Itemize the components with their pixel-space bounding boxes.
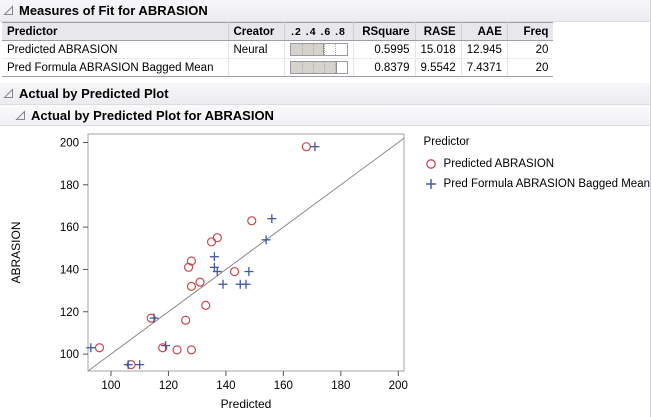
bar-gridline	[324, 44, 326, 55]
rsquare-value: 0.5995	[353, 40, 416, 59]
rsquare-bar	[289, 61, 348, 74]
svg-text:100: 100	[101, 380, 120, 392]
actual-by-predicted-title: Actual by Predicted Plot	[19, 86, 169, 101]
column-header-rsquare: RSquare	[353, 22, 416, 41]
rsquare-bar-cell	[284, 40, 354, 59]
legend-title: Predictor	[423, 136, 470, 148]
bar-gridline	[335, 44, 337, 55]
actual-by-predicted-subtitle: Actual by Predicted Plot for ABRASION	[31, 107, 274, 123]
bar-gridline	[312, 44, 314, 55]
column-header-rase: RASE	[415, 22, 462, 41]
plot-section: 100 120 140 160 180 200 100 120 140 160 180 200 Pred…	[0, 126, 650, 411]
predictor-cell: Pred Formula ABRASION Bagged Mean	[2, 58, 229, 77]
measures-of-fit-title: Measures of Fit for ABRASION	[19, 3, 208, 18]
rase-value: 9.5542	[415, 58, 462, 77]
disclosure-triangle-icon[interactable]	[15, 109, 26, 121]
measures-of-fit-table: Predictor Creator .2 .4 .6 .8 RSquare RA…	[2, 22, 554, 77]
section-header-actual-by-predicted-for-abrasion[interactable]: Actual by Predicted Plot for ABRASION	[0, 105, 650, 126]
legend-item-predicted-abrasion[interactable]: Predicted ABRASION	[424, 157, 650, 171]
plot-legend: Predictor Predicted ABRASION Pred Formul…	[424, 126, 650, 197]
svg-text:Predicted: Predicted	[221, 397, 272, 411]
svg-text:180: 180	[331, 380, 350, 392]
table-header-row: Predictor Creator .2 .4 .6 .8 RSquare RA…	[2, 22, 554, 41]
legend-item-bagged-mean[interactable]: Pred Formula ABRASION Bagged Mean	[424, 177, 650, 191]
svg-text:200: 200	[389, 380, 408, 392]
actual-by-predicted-scatter-plot[interactable]: 100 120 140 160 180 200 100 120 140 160 180 200 Pred…	[0, 126, 414, 411]
table-row: Predicted ABRASION Neural 0.5995 15.018 …	[2, 40, 554, 59]
svg-text:100: 100	[60, 349, 79, 361]
svg-text:140: 140	[60, 264, 79, 276]
legend-label: Predicted ABRASION	[443, 158, 555, 170]
column-header-aae: AAE	[461, 22, 508, 41]
column-header-creator: Creator	[228, 22, 285, 41]
section-header-actual-by-predicted[interactable]: Actual by Predicted Plot	[0, 83, 650, 105]
bar-gridline	[301, 44, 303, 55]
creator-cell: Neural	[228, 40, 285, 59]
rsquare-bar-fill	[290, 62, 338, 73]
freq-value: 20	[507, 58, 554, 77]
creator-cell	[228, 58, 285, 77]
predictor-cell: Predicted ABRASION	[2, 40, 229, 59]
freq-value: 20	[507, 40, 554, 59]
svg-text:200: 200	[60, 137, 79, 149]
rsquare-bar-cell	[284, 58, 354, 77]
column-header-rsquare-scale: .2 .4 .6 .8	[284, 22, 354, 41]
rsquare-bar-fill	[290, 44, 325, 55]
rase-value: 15.018	[415, 40, 462, 59]
column-header-predictor: Predictor	[2, 22, 229, 41]
svg-text:120: 120	[159, 380, 178, 392]
disclosure-triangle-icon[interactable]	[3, 88, 14, 99]
svg-text:180: 180	[60, 180, 79, 192]
svg-text:120: 120	[60, 307, 79, 319]
table-row: Pred Formula ABRASION Bagged Mean 0.8379…	[2, 58, 554, 77]
bar-gridline	[335, 62, 337, 73]
column-header-freq: Freq	[507, 22, 554, 41]
rsquare-value: 0.8379	[353, 58, 416, 77]
svg-text:ABRASION: ABRASION	[9, 221, 23, 283]
aae-value: 12.945	[461, 40, 508, 59]
svg-text:140: 140	[216, 380, 235, 392]
section-header-measures-of-fit[interactable]: Measures of Fit for ABRASION	[0, 0, 650, 22]
circle-marker-icon	[425, 159, 436, 169]
legend-label: Pred Formula ABRASION Bagged Mean	[443, 178, 650, 190]
rsquare-bar	[289, 43, 348, 56]
plus-marker-icon	[425, 179, 436, 189]
bar-gridline	[324, 62, 326, 73]
disclosure-triangle-icon[interactable]	[3, 5, 14, 16]
svg-text:160: 160	[60, 222, 79, 234]
bar-gridline	[301, 62, 303, 73]
aae-value: 7.4371	[461, 58, 508, 77]
bar-gridline	[312, 62, 314, 73]
svg-text:160: 160	[274, 380, 293, 392]
